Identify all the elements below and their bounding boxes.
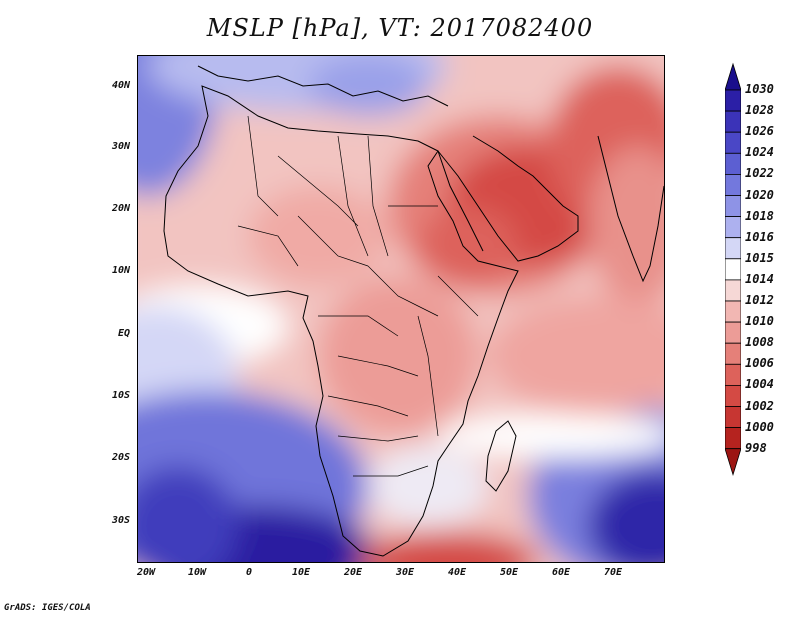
- colorbar-label: 1024: [745, 145, 774, 160]
- colorbar-label: 998: [745, 440, 767, 455]
- colorbar-swatch: [724, 279, 742, 302]
- colorbar-label: 1022: [745, 166, 774, 181]
- europe-coastline: [197, 65, 449, 107]
- lon-label-10w: 10W: [187, 567, 207, 578]
- colorbar-swatch: [724, 258, 742, 281]
- lon-label-10e: 10E: [291, 567, 311, 578]
- colorbar-swatch: [724, 89, 742, 112]
- colorbar-label: 1008: [745, 335, 774, 350]
- lon-label-20w: 20W: [136, 567, 156, 578]
- colorbar-swatch: [724, 152, 742, 175]
- colorbar-swatch: [724, 195, 742, 218]
- credit-text: GrADS: IGES/COLA: [4, 603, 91, 613]
- colorbar-label: 1018: [745, 208, 774, 223]
- colorbar-label: 1006: [745, 356, 774, 371]
- colorbar-swatch: [724, 363, 742, 386]
- colorbar-label: 1004: [745, 377, 774, 392]
- colorbar-label: 1020: [745, 187, 774, 202]
- colorbar-top-arrow: [724, 62, 742, 91]
- lat-label-10n: 10N: [111, 265, 130, 276]
- colorbar-swatch: [724, 110, 742, 133]
- colorbar-label: 1030: [745, 82, 774, 96]
- colorbar-label: 1014: [745, 271, 774, 286]
- colorbar-swatch: [724, 216, 742, 239]
- colorbar-swatch: [724, 427, 742, 450]
- colorbar-swatch: [724, 174, 742, 196]
- colorbar-bottom-arrow: [724, 448, 742, 477]
- colorbar-swatch: [724, 342, 742, 365]
- colorbar-label: 1015: [745, 250, 774, 265]
- colorbar-swatch: [724, 237, 742, 260]
- colorbar-label: 1012: [745, 293, 774, 307]
- coastlines: [163, 65, 664, 557]
- colorbar-label: 1002: [745, 398, 774, 413]
- lon-label-60e: 60E: [551, 567, 571, 578]
- colorbar-label: 1010: [745, 314, 774, 329]
- india-coastline: [597, 135, 664, 283]
- country-borders: [237, 115, 479, 477]
- colorbar-swatch: [724, 321, 742, 344]
- lon-label-50e: 50E: [499, 567, 519, 578]
- colorbar-label: 1000: [745, 419, 774, 434]
- lon-label-20e: 20E: [343, 567, 363, 578]
- lon-label-70e: 70E: [603, 567, 623, 578]
- lat-label-20n: 20N: [111, 203, 130, 214]
- red-sea: [437, 150, 484, 252]
- pressure-field: [138, 56, 664, 562]
- colorbar-swatch: [724, 300, 742, 323]
- lon-label-0: 0: [245, 567, 253, 578]
- lat-label-40n: 40N: [111, 80, 130, 91]
- colorbar-label: 1026: [745, 124, 774, 139]
- colorbar-label: 1028: [745, 103, 774, 118]
- lat-label-eq: EQ: [117, 328, 130, 339]
- colorbar-swatch: [724, 384, 742, 407]
- lat-label-30n: 30N: [111, 141, 130, 152]
- lat-label-20s: 20S: [111, 452, 130, 463]
- pressure-map: [137, 55, 665, 563]
- colorbar-swatch: [724, 406, 742, 429]
- lat-label-30s: 30S: [111, 515, 130, 526]
- colorbar-swatch: [724, 131, 742, 154]
- arabia-coastline: [437, 135, 579, 262]
- colorbar: [724, 62, 742, 560]
- map-title: MSLP [hPa], VT: 2017082400: [206, 14, 594, 42]
- madagascar-coastline: [485, 420, 517, 492]
- colorbar-label: 1016: [745, 229, 774, 244]
- lat-label-10s: 10S: [111, 390, 130, 401]
- lon-label-30e: 30E: [395, 567, 415, 578]
- lon-label-40e: 40E: [447, 567, 467, 578]
